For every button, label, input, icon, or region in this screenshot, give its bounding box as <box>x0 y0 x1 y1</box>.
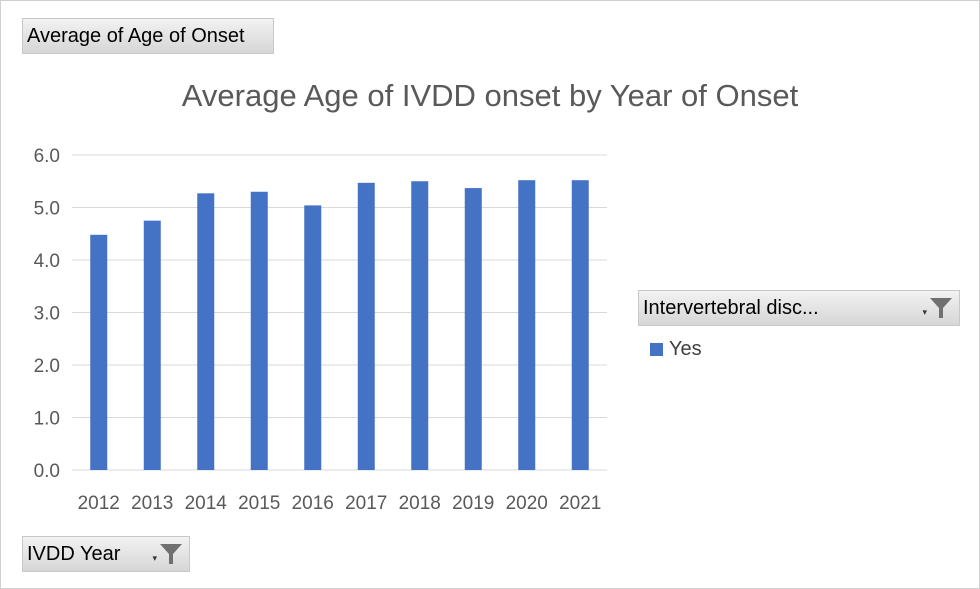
y-tick-label: 1.0 <box>34 409 60 430</box>
x-tick-label: 2020 <box>506 493 548 514</box>
filter-funnel-icon[interactable] <box>929 296 953 320</box>
x-tick-label: 2012 <box>78 493 120 514</box>
bar[interactable] <box>571 180 589 470</box>
x-tick-label: 2019 <box>452 493 494 514</box>
legend-entry: Yes <box>650 338 702 361</box>
y-tick-label: 4.0 <box>34 251 60 272</box>
value-field-button[interactable]: Average of Age of Onset <box>22 18 274 54</box>
filter-funnel-icon[interactable] <box>159 542 183 566</box>
legend-series-name: Yes <box>669 338 702 360</box>
y-tick-label: 5.0 <box>34 199 60 220</box>
value-field-label: Average of Age of Onset <box>27 24 245 47</box>
x-tick-label: 2015 <box>238 493 280 514</box>
bar[interactable] <box>250 191 268 470</box>
legend-field-label: Intervertebral disc... <box>643 296 819 319</box>
y-tick-label: 0.0 <box>34 461 60 482</box>
axis-field-button[interactable]: IVDD Year ▾ <box>22 536 190 572</box>
chart-title: Average Age of IVDD onset by Year of Ons… <box>181 78 799 113</box>
y-tick-label: 3.0 <box>34 304 60 325</box>
y-tick-label: 2.0 <box>34 356 60 377</box>
bar[interactable] <box>304 205 322 470</box>
bar[interactable] <box>197 193 215 470</box>
bar[interactable] <box>464 188 482 470</box>
y-tick-label: 6.0 <box>34 146 60 167</box>
x-tick-label: 2017 <box>345 493 387 514</box>
axis-field-label: IVDD Year <box>27 542 121 565</box>
dropdown-arrow-icon: ▾ <box>152 552 157 563</box>
bar[interactable] <box>357 182 375 470</box>
x-tick-label: 2013 <box>131 493 173 514</box>
legend-swatch <box>650 343 663 356</box>
dropdown-arrow-icon: ▾ <box>922 306 927 317</box>
x-tick-label: 2016 <box>292 493 334 514</box>
x-tick-label: 2018 <box>399 493 441 514</box>
x-tick-label: 2021 <box>559 493 601 514</box>
bar[interactable] <box>90 234 108 470</box>
legend-field-button[interactable]: Intervertebral disc... ▾ <box>638 290 960 326</box>
bar[interactable] <box>411 181 429 470</box>
bar[interactable] <box>143 220 161 470</box>
x-tick-label: 2014 <box>185 493 228 514</box>
bar[interactable] <box>518 180 536 470</box>
